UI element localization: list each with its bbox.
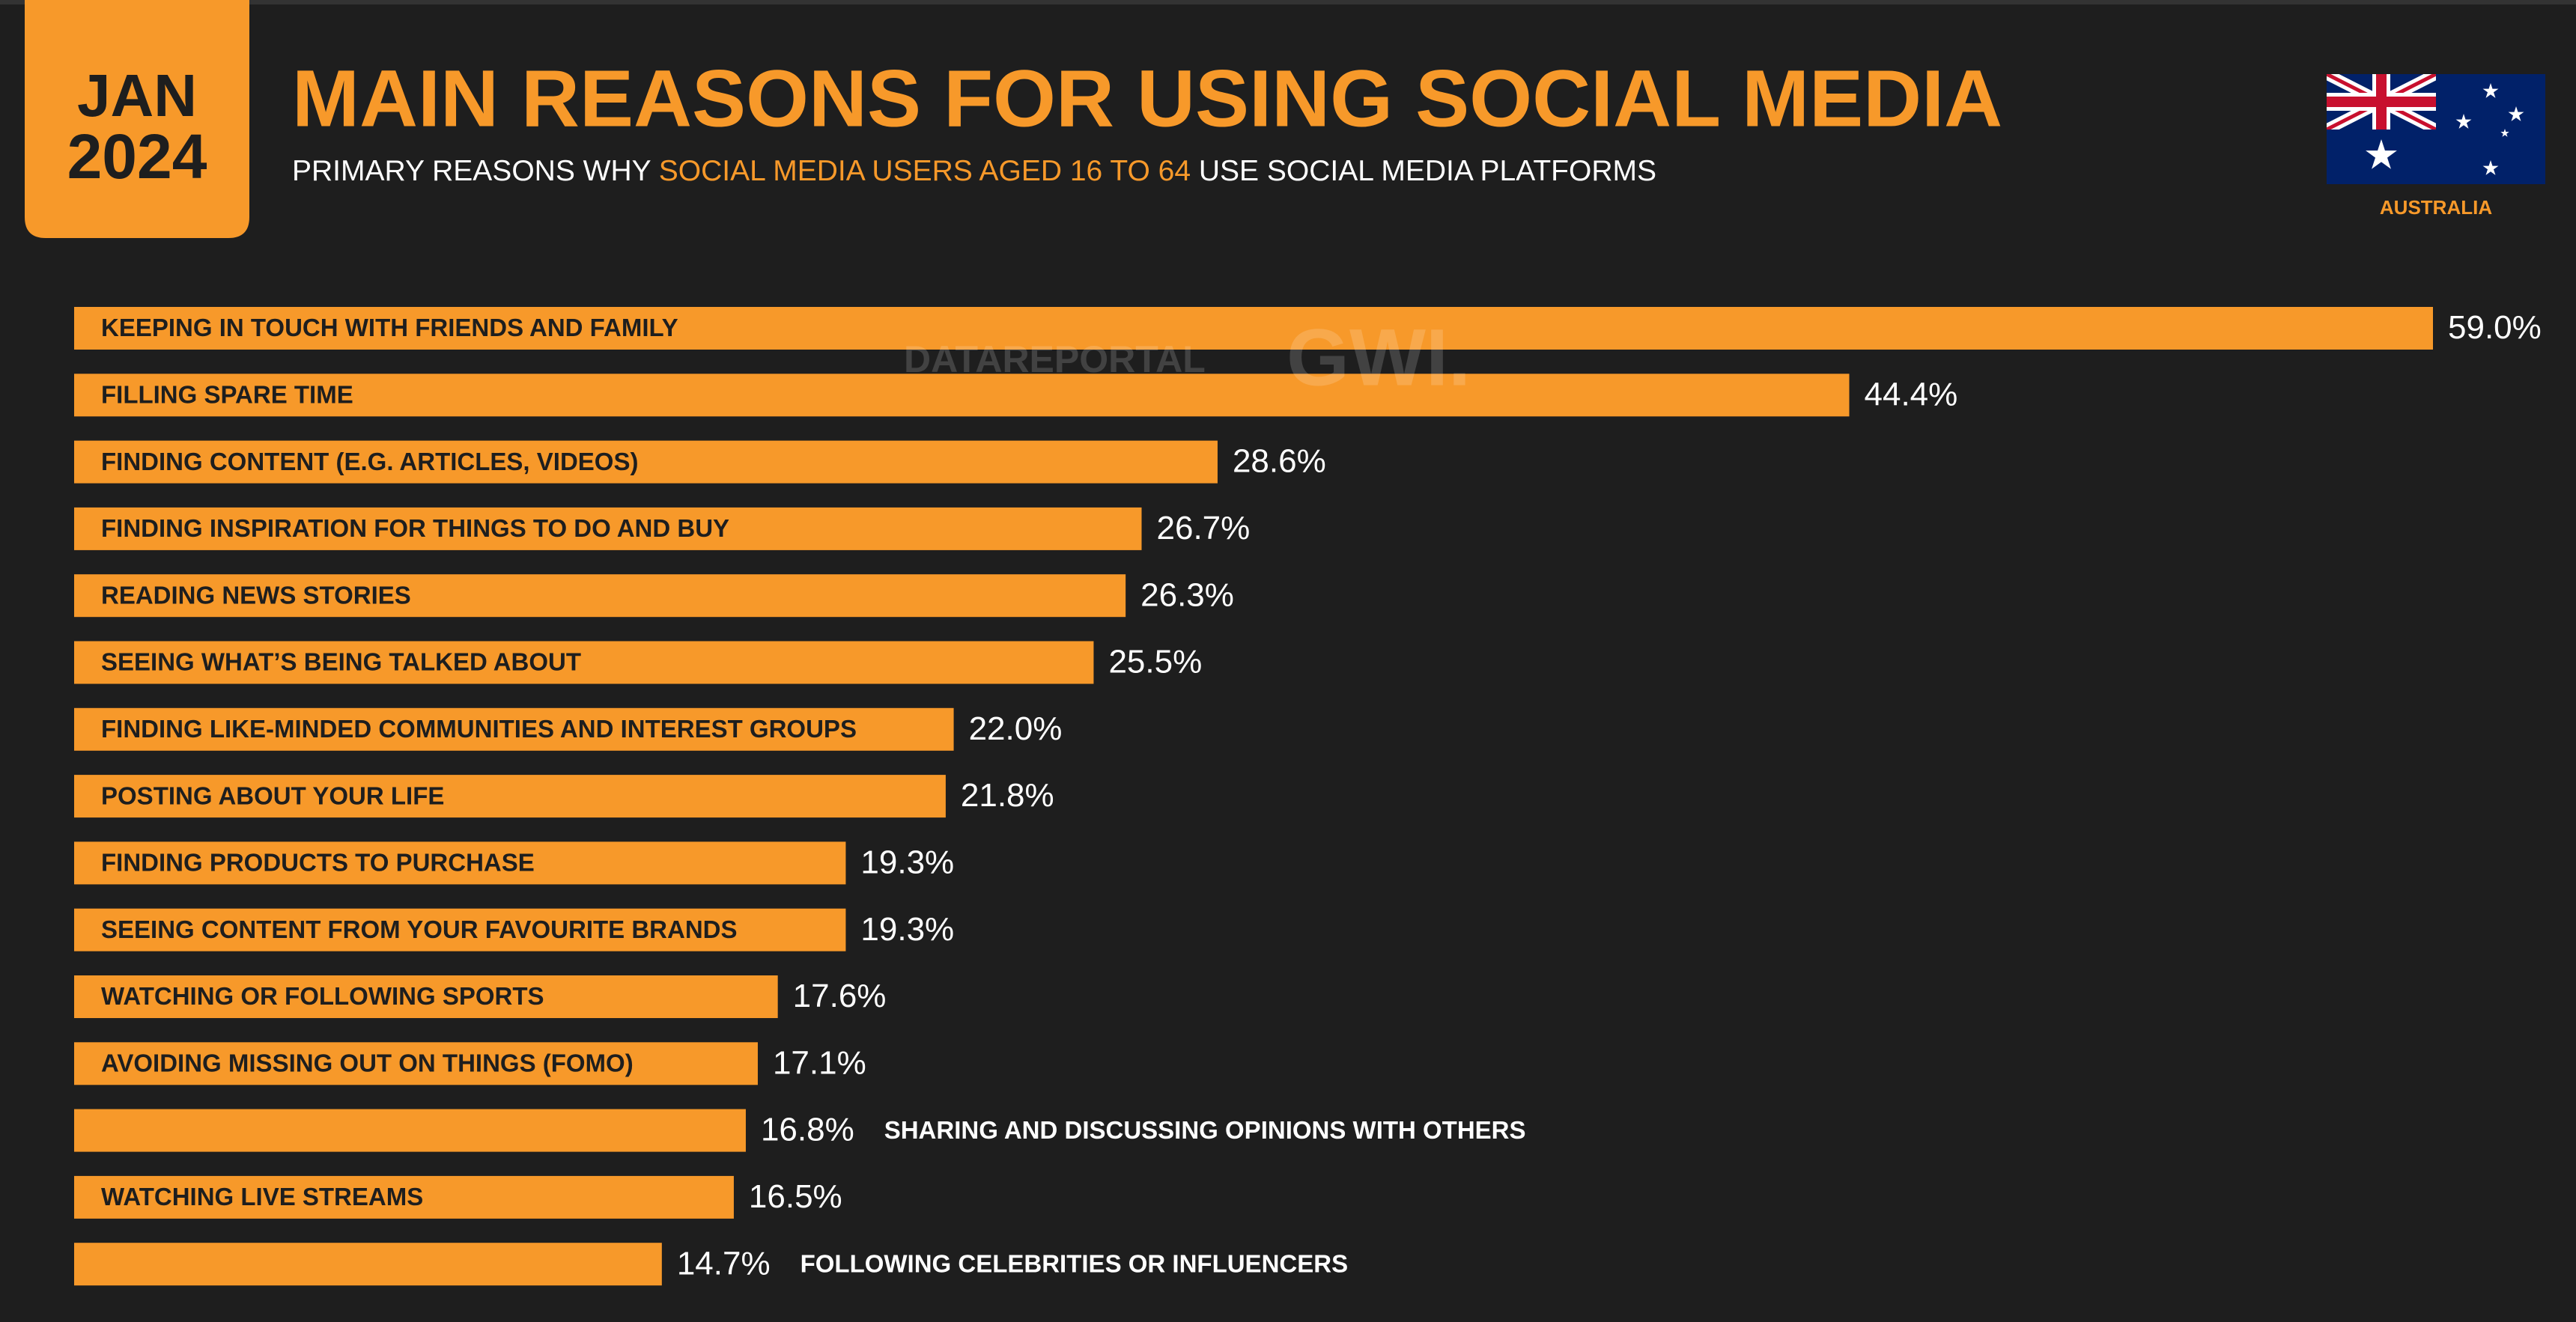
value-label: 26.7% — [1157, 510, 1251, 546]
top-strip — [0, 0, 2576, 4]
category-label: KEEPING IN TOUCH WITH FRIENDS AND FAMILY — [101, 314, 678, 341]
category-label: FILLING SPARE TIME — [101, 381, 353, 409]
subtitle-part: PRIMARY REASONS WHY — [292, 155, 659, 187]
value-label: 16.5% — [749, 1178, 842, 1215]
category-label: FINDING INSPIRATION FOR THINGS TO DO AND… — [101, 514, 729, 542]
value-label: 16.8% — [761, 1112, 854, 1148]
category-label: FINDING LIKE-MINDED COMMUNITIES AND INTE… — [101, 715, 857, 743]
bar — [74, 707, 954, 751]
value-label: 26.3% — [1140, 576, 1234, 613]
bar — [74, 975, 778, 1018]
watermark: GWI. — [1287, 312, 1471, 403]
bar — [74, 1243, 662, 1286]
category-label: POSTING ABOUT YOUR LIFE — [101, 782, 444, 809]
category-label: WATCHING OR FOLLOWING SPORTS — [101, 982, 544, 1010]
subtitle: PRIMARY REASONS WHY SOCIAL MEDIA USERS A… — [292, 155, 1656, 187]
category-label: SHARING AND DISCUSSING OPINIONS WITH OTH… — [884, 1116, 1526, 1144]
country-label: AUSTRALIA — [2380, 196, 2492, 219]
category-label: SEEING CONTENT FROM YOUR FAVOURITE BRAND… — [101, 916, 738, 943]
bar — [74, 641, 1094, 684]
category-label: SEEING WHAT’S BEING TALKED ABOUT — [101, 648, 581, 676]
category-label: AVOIDING MISSING OUT ON THINGS (FOMO) — [101, 1050, 634, 1077]
bar — [74, 1175, 734, 1219]
date-badge — [25, 0, 249, 238]
category-label: FOLLOWING CELEBRITIES OR INFLUENCERS — [801, 1249, 1349, 1277]
value-label: 44.4% — [1865, 376, 1958, 412]
value-label: 17.6% — [793, 978, 887, 1014]
badge-month: JAN — [77, 62, 197, 129]
subtitle-part: USE SOCIAL MEDIA PLATFORMS — [1191, 155, 1656, 187]
category-label: WATCHING LIVE STREAMS — [101, 1183, 423, 1210]
value-label: 14.7% — [677, 1245, 771, 1282]
subtitle-highlight: SOCIAL MEDIA USERS AGED 16 TO 64 — [659, 155, 1191, 187]
bar — [74, 507, 1142, 550]
chart-title: MAIN REASONS FOR USING SOCIAL MEDIA — [292, 53, 2002, 144]
category-label: FINDING CONTENT (E.G. ARTICLES, VIDEOS) — [101, 448, 638, 475]
value-label: 59.0% — [2448, 309, 2542, 346]
bar — [74, 574, 1126, 618]
bar — [74, 440, 1218, 484]
bar — [74, 1042, 758, 1085]
watermark: DATAREPORTAL — [904, 338, 1206, 380]
value-label: 19.3% — [860, 844, 954, 881]
bar — [74, 775, 946, 818]
category-label: READING NEWS STORIES — [101, 581, 411, 609]
bar — [74, 374, 1850, 417]
bar — [74, 841, 846, 885]
bars: 59.0% KEEPING IN TOUCH WITH FRIENDS AND F… — [74, 307, 2542, 1286]
bar — [74, 1109, 746, 1152]
value-label: 17.1% — [773, 1044, 866, 1081]
bar — [74, 908, 846, 951]
flag — [2327, 74, 2545, 184]
category-label: FINDING PRODUCTS TO PURCHASE — [101, 849, 535, 877]
bar — [74, 307, 2433, 350]
value-label: 19.3% — [860, 911, 954, 948]
value-label: 21.8% — [961, 777, 1054, 814]
value-label: 22.0% — [969, 710, 1063, 747]
value-label: 28.6% — [1233, 443, 1326, 480]
value-label: 25.5% — [1108, 644, 1202, 680]
badge-year: 2024 — [67, 121, 207, 192]
